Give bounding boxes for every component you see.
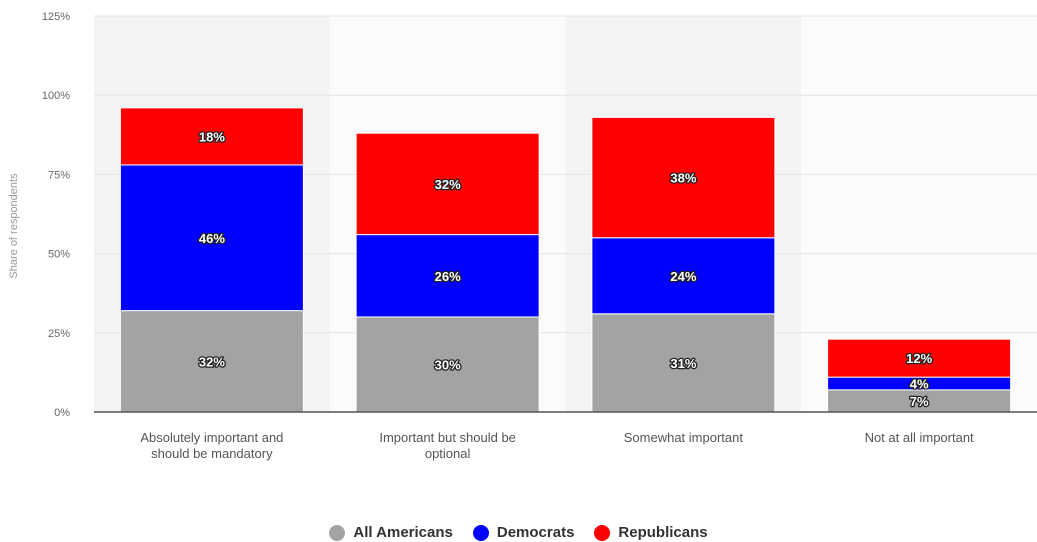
data-label-0-2: 18%	[199, 129, 225, 144]
data-label-3-0: 7%	[910, 394, 929, 409]
data-label-2-2: 38%	[670, 171, 696, 186]
x-tick-label-1: Important but should be optional	[379, 430, 516, 461]
legend: All Americans Democrats Republicans	[0, 524, 1037, 541]
bar-1-2	[355, 132, 540, 236]
y-tick-label-2: 50%	[48, 249, 70, 261]
bar-2-2	[591, 116, 776, 239]
data-label-0-1: 46%	[199, 231, 225, 246]
data-label-3-2: 12%	[906, 351, 932, 366]
data-label-1-0: 30%	[435, 357, 461, 372]
stacked-bar-chart: 0% 25% 50% 75% 100% 125% Share of respondents 3…	[8, 11, 1037, 461]
legend-item-all-americans[interactable]: All Americans	[329, 524, 453, 541]
data-label-0-0: 32%	[199, 354, 225, 369]
bar-2-0	[591, 313, 776, 413]
legend-label-republicans: Republicans	[618, 524, 708, 541]
data-label-1-1: 26%	[435, 269, 461, 284]
y-tick-label-5: 125%	[42, 11, 70, 23]
legend-item-democrats[interactable]: Democrats	[472, 524, 575, 541]
data-label-3-1: 4%	[910, 376, 929, 391]
bar-1-0	[355, 316, 540, 413]
x-tick-label-0: Absolutely important and should be mandat…	[140, 430, 283, 461]
legend-swatch-republicans	[594, 524, 611, 541]
legend-label-democrats: Democrats	[496, 524, 575, 541]
legend-swatch-all-americans	[329, 524, 346, 541]
y-axis-title: Share of respondents	[8, 173, 20, 279]
legend-item-republicans[interactable]: Republicans	[594, 524, 708, 541]
y-tick-label-4: 100%	[42, 90, 70, 102]
data-label-2-1: 24%	[670, 269, 696, 284]
bar-2-1	[591, 237, 776, 315]
data-label-2-0: 31%	[670, 356, 696, 371]
bar-1-1	[355, 234, 540, 318]
y-tick-label-0: 0%	[54, 407, 70, 419]
bar-0-1	[119, 164, 304, 312]
bar-0-2	[119, 107, 304, 166]
x-tick-label-3: Not at all important	[865, 430, 974, 445]
y-tick-label-3: 75%	[48, 169, 70, 181]
x-tick-label-2: Somewhat important	[624, 430, 744, 445]
bar-3-2	[827, 338, 1012, 378]
legend-swatch-democrats	[472, 524, 489, 541]
y-tick-label-1: 25%	[48, 328, 70, 340]
data-label-1-2: 32%	[435, 177, 461, 192]
legend-label-all-americans: All Americans	[353, 524, 453, 541]
